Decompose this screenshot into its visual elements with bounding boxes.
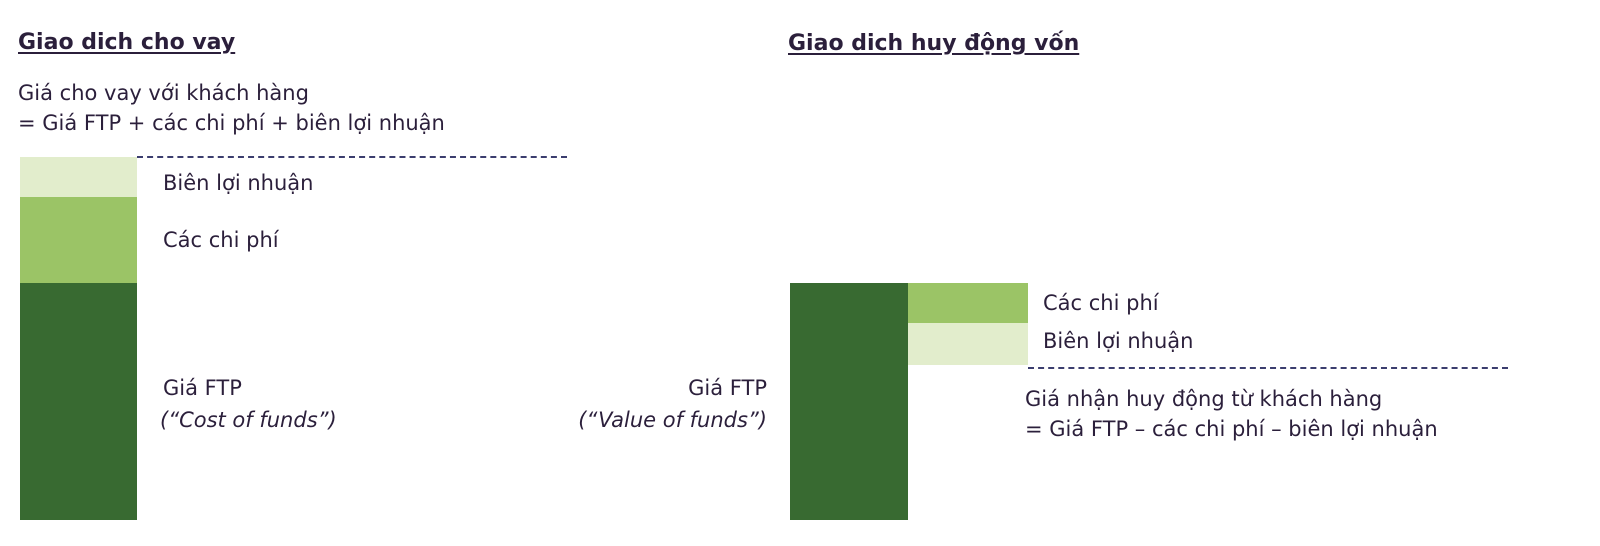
lending-margin-block bbox=[20, 157, 137, 197]
deposit-costs-label: Các chi phí bbox=[1043, 291, 1159, 315]
lending-ftp-label: Giá FTP bbox=[163, 376, 242, 400]
lending-dashed-line bbox=[137, 156, 567, 158]
lending-formula-line2: = Giá FTP + các chi phí + biên lợi nhuận bbox=[18, 111, 445, 135]
lending-costs-block bbox=[20, 197, 137, 283]
lending-ftp-block bbox=[20, 283, 137, 520]
lending-title: Giao dich cho vay bbox=[18, 30, 236, 55]
lending-margin-label: Biên lợi nhuận bbox=[163, 171, 314, 195]
deposit-ftp-block bbox=[790, 283, 908, 520]
deposit-dashed-line bbox=[1028, 367, 1508, 369]
deposit-title: Giao dich huy động vốn bbox=[788, 31, 1080, 56]
deposit-ftp-label: Giá FTP bbox=[688, 376, 767, 400]
lending-costs-label: Các chi phí bbox=[163, 228, 279, 252]
deposit-costs-block bbox=[908, 283, 1028, 323]
deposit-ftp-sublabel: (“Value of funds”) bbox=[578, 408, 767, 432]
deposit-margin-block bbox=[908, 323, 1028, 365]
lending-ftp-sublabel: (“Cost of funds”) bbox=[160, 408, 337, 432]
deposit-formula-line1: Giá nhận huy động từ khách hàng bbox=[1025, 387, 1383, 411]
lending-formula-line1: Giá cho vay với khách hàng bbox=[18, 81, 309, 105]
deposit-formula-line2: = Giá FTP – các chi phí – biên lợi nhuận bbox=[1025, 417, 1438, 441]
deposit-margin-label: Biên lợi nhuận bbox=[1043, 329, 1194, 353]
